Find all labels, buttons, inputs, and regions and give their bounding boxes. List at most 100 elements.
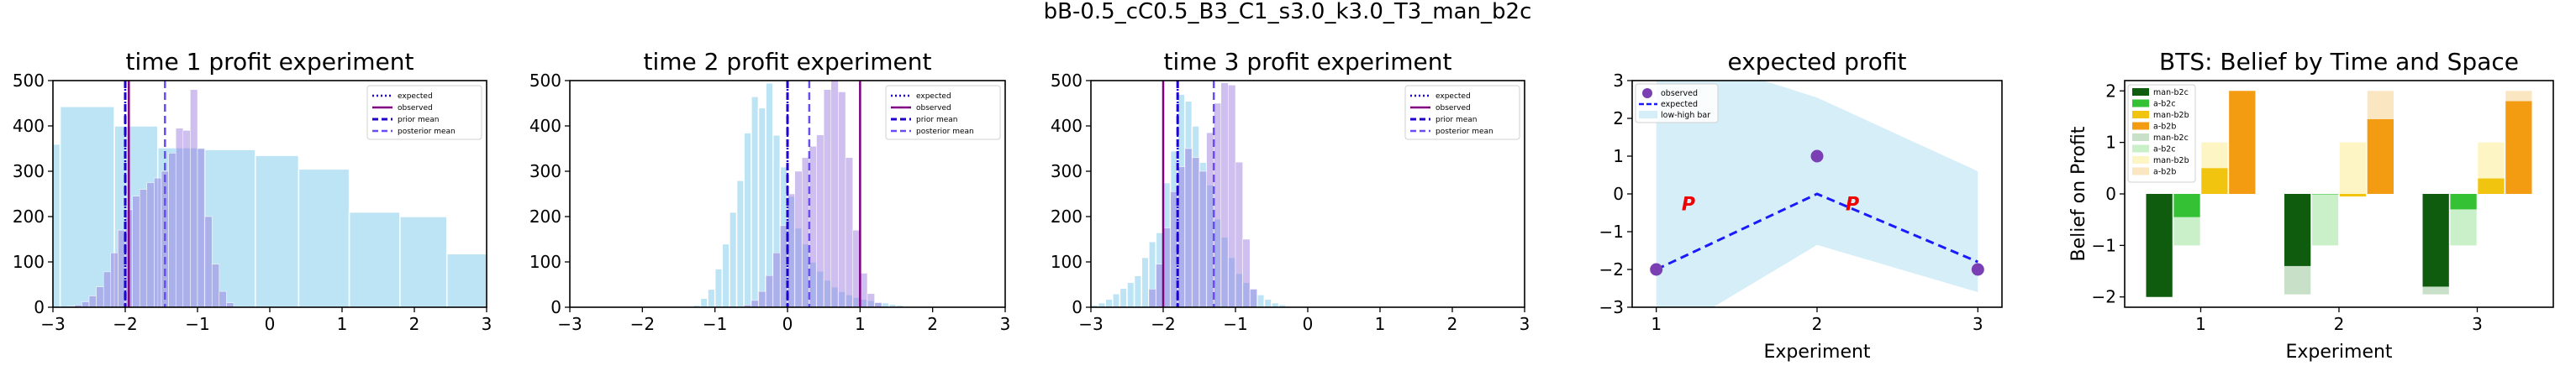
expected-profit-plot-area: PPP [1650,81,1984,307]
hist3-posterior-bar [1228,85,1236,308]
hist1-posterior-bar [154,177,162,308]
hist2-ytick-label: 400 [529,116,561,136]
hist2-xtick-label: 0 [782,314,793,334]
hist1-posterior-bar [103,271,112,308]
bts-legend-swatch [2132,88,2149,96]
hist2-posterior-bar [802,157,810,308]
bts-ytick-label: −2 [2092,287,2116,307]
hist2-xtick-label: 2 [927,314,938,334]
hist1-ytick-label: 200 [13,207,45,227]
hist2-posterior-bar [867,293,875,308]
hist1-posterior-bar [146,182,155,308]
bts-legend-swatch [2132,122,2149,130]
bts-legend-swatch [2132,99,2149,107]
hist1-xtick-label: −3 [40,314,65,334]
hist2-posterior-bar [845,157,853,308]
hist3-xtick-label: −1 [1223,314,1247,334]
hist1-xtick-label: 1 [337,314,348,334]
hist3-legend-label: expected [1436,92,1471,101]
expected-profit-legend-label: expected [1661,100,1698,109]
hist1-posterior-bar [226,302,234,308]
bts-legend-swatch [2132,156,2149,164]
hist1-ytick-label: 100 [13,252,45,272]
expected-profit-title: expected profit [1728,48,1907,76]
hist1-legend-label: expected [398,92,433,101]
hist2-prior-bar [757,107,766,308]
hist1-prior-bar [255,154,300,308]
hist2-prior-bar [699,297,709,308]
hist3-ytick-label: 400 [1051,116,1083,136]
hist2-ytick-label: 100 [529,252,561,272]
hist2-xtick-label: 1 [855,314,866,334]
hist1-legend-label: observed [398,104,433,112]
hist1-xtick-label: 3 [482,314,493,334]
hist2-posterior-bar [772,252,781,308]
figure-suptitle: bB-0.5_cC0.5_B3_C1_s3.0_k3.0_T3_man_b2c [1044,0,1532,24]
bts-xtick-label: 1 [2195,314,2206,334]
expected-profit-ytick-label: 0 [1613,184,1624,204]
hist2-ytick-label: 500 [529,71,561,91]
hist1-posterior-bar [204,216,213,308]
hist3-xtick-label: 0 [1303,314,1314,334]
hist3-posterior-bar [1156,264,1164,308]
hist1-posterior-bar [96,286,104,308]
expected-profit-annotation: P [1846,194,1859,215]
hist3-xtick-label: 1 [1375,314,1386,334]
expected-profit-observed-point [1650,263,1663,276]
hist3-prior-bar [1112,293,1121,308]
expected-profit-xtick-label: 3 [1973,314,1983,334]
bts-legend-label: a-b2c [2153,100,2176,109]
hist1-ytick-label: 500 [13,71,45,91]
hist1-title: time 1 profit experiment [125,48,414,76]
bts-bar-a-b2c [2450,194,2477,210]
hist2-posterior-bar [823,89,832,308]
hist3-posterior-bar [1148,289,1156,308]
subplots: time 1 profit experiment−3 −2 −1 0 1 2 3010020… [13,48,2554,363]
hist3-prior-bar [1133,274,1142,308]
hist2-xtick-label: −2 [630,314,655,334]
hist3-prior-bar [1140,256,1150,308]
expected-profit-ytick-label: −2 [1599,259,1624,280]
hist1-xtick-label: −2 [113,314,137,334]
hist2-legend-label: posterior mean [916,128,974,136]
hist2-posterior-bar [852,229,861,308]
hist1-posterior-bar [132,196,140,308]
expected-profit-xlabel: Experiment [1763,342,1870,363]
hist2-prior-bar [735,180,745,308]
hist3-posterior-bar [1213,102,1222,308]
hist3-prior-bar [1263,298,1272,308]
hist3-prior-bar [1126,281,1135,308]
bts-bar-a-b2b [2229,91,2256,194]
bts-bar-man-b2c [2422,194,2449,287]
hist2-ytick-label: 0 [550,297,561,317]
hist2-prior-bar [765,81,774,308]
bts-legend-label: man-b2c [2153,88,2189,97]
hist3-ytick-label: 300 [1051,161,1083,181]
bts-bar-man-b2b [2339,142,2367,194]
bts-legend-swatch [2132,144,2149,153]
bts-legend-label: man-b2b [2153,111,2189,120]
hist1-posterior-bar [182,130,191,308]
hist3-prior-bar [1097,301,1106,308]
hist1-xtick-label: 2 [409,314,420,334]
bts-bar-a-b2c [2173,194,2200,217]
bts-bar-man-b2c [2146,194,2173,297]
hist3-legend-label: observed [1436,104,1471,112]
bts-bar-a-b2c [2311,194,2339,246]
bts-ytick-label: −1 [2092,235,2116,255]
hist2-prior-bar [707,288,716,308]
hist1-xtick-label: −1 [185,314,209,334]
hist2-prior-bar [721,243,730,308]
bts-ytick-label: 1 [2105,133,2116,153]
hist1-legend-box [366,85,482,140]
hist1-posterior-bar [139,189,148,308]
hist2-prior-bar [729,211,738,308]
bts-legend-swatch [2132,111,2149,118]
expected-profit-legend-swatch [1639,111,1657,118]
hist2-prior-bar [714,268,724,308]
bts-bar-a-b2b [2367,119,2394,194]
hist1-ytick-label: 0 [34,297,45,317]
expected-profit-xtick-label: 1 [1651,314,1662,334]
hist3-ytick-label: 200 [1051,207,1083,227]
expected-profit-ytick-label: 1 [1613,146,1624,166]
